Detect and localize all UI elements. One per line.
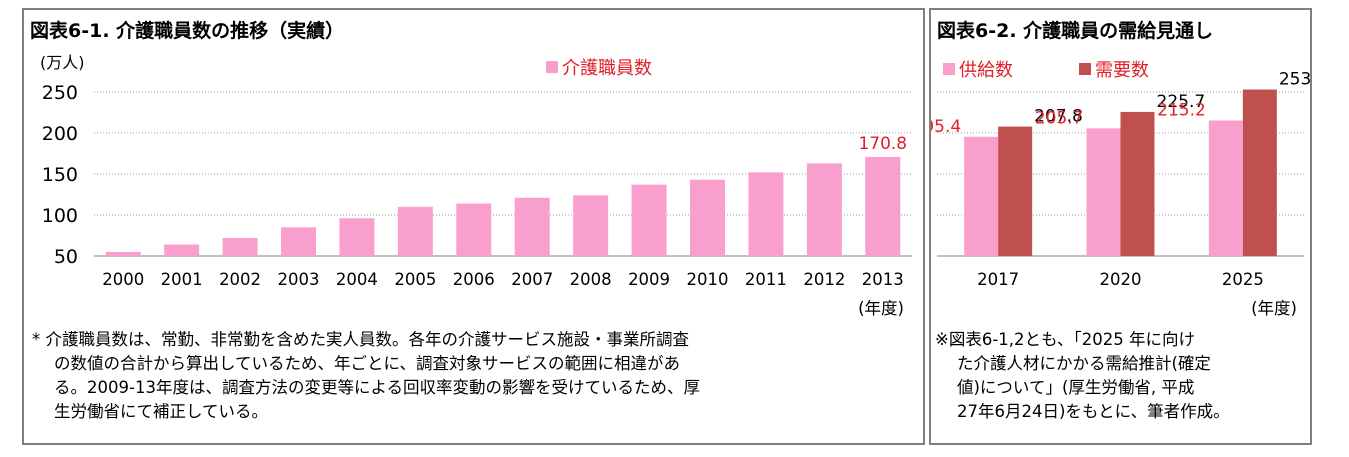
y-tick-label: 250 xyxy=(42,82,78,104)
y-axis-unit-label: (万人) xyxy=(40,53,85,72)
y-tick-label: 100 xyxy=(42,205,78,227)
bar xyxy=(339,218,375,256)
y-tick-label: 200 xyxy=(42,123,78,145)
left-footnote-line: る。2009-13年度は、調査方法の変更等による回収率変動の影響を受けているため… xyxy=(54,378,700,397)
x-tick-label: 2009 xyxy=(628,270,670,289)
x-tick-label: 2010 xyxy=(687,270,729,289)
x-tick-label: 2012 xyxy=(803,270,845,289)
bar xyxy=(748,172,784,256)
x-tick-label: 2004 xyxy=(336,270,378,289)
legend-swatch xyxy=(943,63,955,75)
bar xyxy=(456,203,492,256)
x-tick-label: 2000 xyxy=(102,270,144,289)
data-label: 215.2 xyxy=(1157,101,1206,121)
left-footnote: * 介護職員数は、常勤、非常勤を含めた実人員数。各年の介護サービス施設・事業所調… xyxy=(32,328,700,424)
data-label: 253.0 xyxy=(1279,70,1310,90)
left-footnote-line: 生労働省にて補正している。 xyxy=(54,402,269,421)
legend-label: 介護職員数 xyxy=(562,58,652,79)
legend-swatch xyxy=(1079,63,1091,75)
bar xyxy=(1120,111,1155,256)
data-label: 207.8 xyxy=(1034,107,1083,127)
right-footnote-line: ※図表6-1,2とも、「2025 年に向け xyxy=(935,330,1196,349)
bar xyxy=(281,227,316,256)
bar xyxy=(690,179,725,256)
bar xyxy=(573,195,609,256)
bar xyxy=(397,206,433,256)
bar xyxy=(1208,120,1243,256)
bar xyxy=(865,156,901,256)
bar xyxy=(222,237,258,256)
left-footnote-line: の数値の合計から算出しているため、年ごとに、調査対象サービスの範囲に相違があ xyxy=(54,354,681,373)
x-tick-label: 2002 xyxy=(219,270,261,289)
right-footnote-line: 値)について」(厚生労働省, 平成 xyxy=(957,378,1195,397)
x-tick-label: 2005 xyxy=(394,270,436,289)
bar xyxy=(1242,89,1277,256)
x-tick-label: 2011 xyxy=(745,270,787,289)
x-tick-label: 2007 xyxy=(511,270,553,289)
x-tick-label: 2003 xyxy=(278,270,320,289)
bar xyxy=(1086,128,1121,256)
x-tick-label: 2013 xyxy=(862,270,904,289)
right-chart-panel: 図表6-2. 介護職員の需給見通し 195.4 207.8 2017 205.7 225… xyxy=(929,8,1312,445)
x-tick-label: 2020 xyxy=(1100,270,1142,289)
data-label: 170.8 xyxy=(858,134,907,154)
data-label: 205.7 xyxy=(1035,108,1084,128)
right-chart-svg: 195.4 207.8 2017 205.7 225.7 2020 215.2 253.0 20… xyxy=(931,60,1310,318)
x-axis-unit-label: (年度) xyxy=(1251,299,1297,318)
bar xyxy=(998,126,1033,256)
left-footnote-line: * 介護職員数は、常勤、非常勤を含めた実人員数。各年の介護サービス施設・事業所調… xyxy=(32,330,689,349)
x-tick-label: 2001 xyxy=(161,270,203,289)
legend-label: 供給数 xyxy=(959,60,1013,81)
left-chart-title: 図表6-1. 介護職員数の推移（実績） xyxy=(30,20,345,42)
bar xyxy=(164,244,200,256)
x-tick-label: 2008 xyxy=(570,270,612,289)
x-axis-unit-label: (年度) xyxy=(858,299,904,318)
y-tick-label: 150 xyxy=(42,164,78,186)
right-footnote-line: 27年6月24日)をもとに、筆者作成。 xyxy=(957,402,1230,421)
bar xyxy=(105,251,141,256)
bar xyxy=(806,163,842,256)
y-tick-label: 50 xyxy=(54,246,78,268)
x-tick-label: 2025 xyxy=(1222,270,1264,289)
bar xyxy=(631,184,667,256)
data-label: 225.7 xyxy=(1157,92,1206,112)
right-footnote-line: た介護人材にかかる需給推計(確定 xyxy=(957,354,1211,373)
legend-label: 需要数 xyxy=(1095,60,1149,81)
right-footnote: ※図表6-1,2とも、「2025 年に向け た介護人材にかかる需給推計(確定 値… xyxy=(935,328,1230,424)
data-label: 195.4 xyxy=(931,117,961,137)
bar xyxy=(964,136,999,256)
right-chart-title: 図表6-2. 介護職員の需給見通し xyxy=(937,20,1214,42)
x-tick-label: 2017 xyxy=(977,270,1019,289)
left-chart-svg: (万人) 50 100 150 200 250 2000 2001 2002 2003 2004 20… xyxy=(40,53,912,318)
bar xyxy=(514,197,550,256)
x-tick-label: 2006 xyxy=(453,270,495,289)
legend-swatch xyxy=(546,61,558,73)
left-chart-panel: 図表6-1. 介護職員数の推移（実績） (万人) 50 100 150 200 250 20… xyxy=(22,8,925,445)
